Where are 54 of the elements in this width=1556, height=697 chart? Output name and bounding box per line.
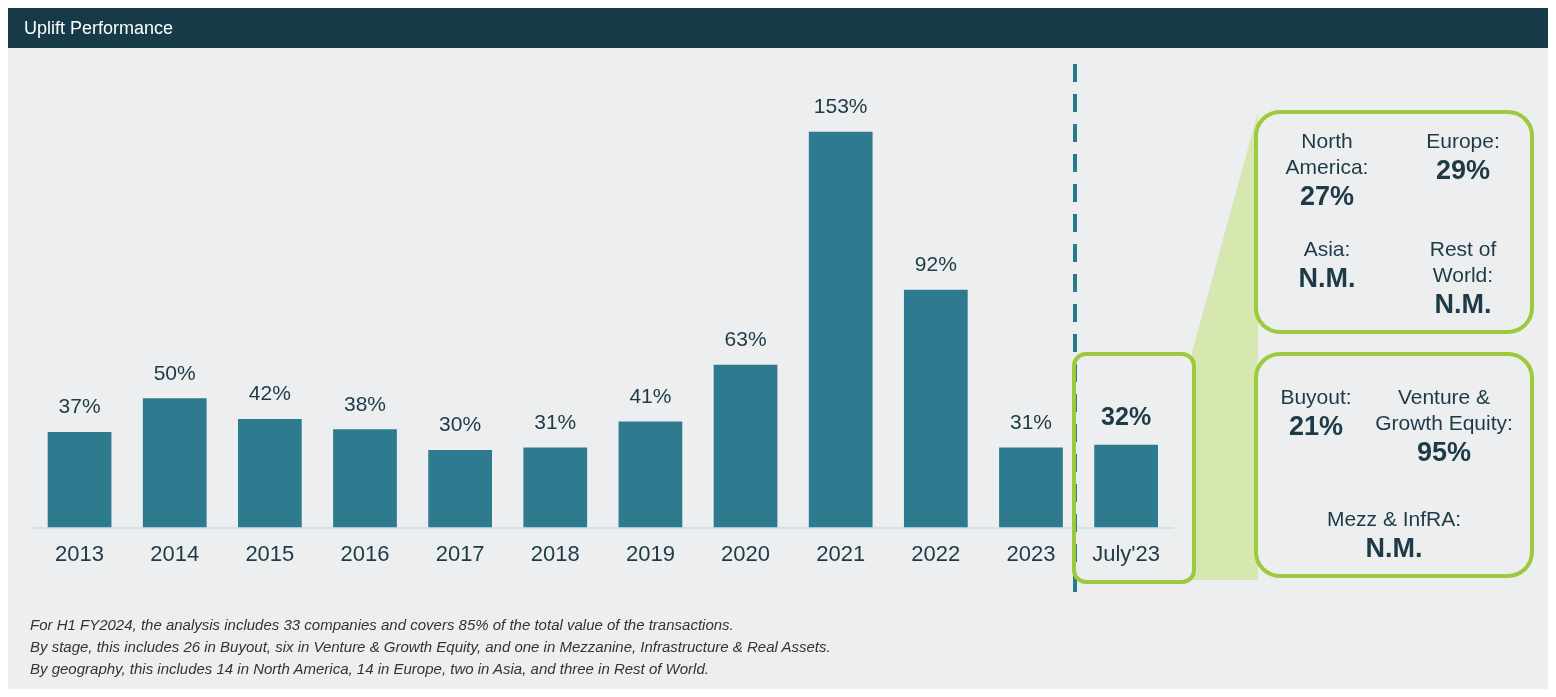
data-label: 32% bbox=[1101, 402, 1152, 431]
x-tick-label: 2018 bbox=[530, 540, 580, 566]
x-tick-label: 2014 bbox=[150, 540, 200, 566]
bar bbox=[1094, 444, 1158, 528]
data-label: 42% bbox=[248, 381, 291, 405]
bar bbox=[903, 289, 968, 528]
text: N.M. bbox=[1297, 262, 1357, 294]
x-tick-label: 2022 bbox=[911, 540, 961, 566]
x-tick-label: 2020 bbox=[721, 540, 771, 566]
bar bbox=[999, 447, 1063, 528]
text: 27% bbox=[1298, 180, 1355, 212]
text: N.M. bbox=[1364, 532, 1424, 564]
x-tick-label: 2015 bbox=[245, 540, 295, 566]
bar bbox=[713, 364, 778, 528]
bar bbox=[618, 421, 683, 528]
data-label: 30% bbox=[439, 412, 482, 436]
text: 29% bbox=[1434, 154, 1491, 186]
x-tick-label: 2019 bbox=[625, 540, 675, 566]
x-tick-label: 2021 bbox=[816, 540, 866, 566]
chart-title: Uplift Performance bbox=[8, 8, 1548, 48]
text: Asia: bbox=[1302, 236, 1352, 262]
bar bbox=[808, 131, 873, 528]
bar bbox=[47, 431, 112, 528]
text: Buyout: bbox=[1279, 384, 1353, 410]
bar bbox=[142, 398, 207, 528]
text: Europe: bbox=[1425, 128, 1501, 154]
text: Mezz & InfRA: bbox=[1325, 506, 1463, 532]
text: 21% bbox=[1287, 410, 1344, 442]
text: Rest of World: bbox=[1428, 236, 1498, 288]
bar bbox=[333, 429, 397, 528]
data-label: 63% bbox=[724, 326, 767, 350]
text: For H1 FY2024, the analysis includes 33 companies and covers 85% of the total value of the transactions. bbox=[30, 616, 734, 633]
data-label: 41% bbox=[629, 383, 672, 407]
bar bbox=[428, 450, 492, 528]
data-label: 38% bbox=[343, 391, 386, 415]
text: By geography, this includes 14 in North America, 14 in Europe, two in Asia, and three in Rest of World. bbox=[30, 660, 709, 677]
data-label: 153% bbox=[813, 94, 868, 118]
data-label: 37% bbox=[58, 394, 101, 418]
text: North America: bbox=[1284, 128, 1370, 180]
x-tick-label: 2023 bbox=[1006, 540, 1056, 566]
bar bbox=[523, 447, 588, 528]
data-label: 50% bbox=[153, 360, 196, 384]
x-tick-label: 2013 bbox=[55, 540, 105, 566]
x-tick-label: July'23 bbox=[1092, 540, 1160, 566]
text: 95% bbox=[1415, 436, 1472, 468]
text: By stage, this includes 26 in Buyout, six in Venture & Growth Equity, and one in Mezzanine, Infrastructure & Real Assets. bbox=[30, 638, 831, 655]
data-label: 92% bbox=[914, 251, 957, 275]
text: Venture & Growth Equity: bbox=[1374, 384, 1514, 436]
x-tick-label: 2017 bbox=[435, 540, 485, 566]
data-label: 31% bbox=[534, 409, 577, 433]
data-label: 31% bbox=[1009, 409, 1052, 433]
text: N.M. bbox=[1433, 288, 1493, 320]
bar bbox=[237, 418, 302, 528]
x-tick-label: 2016 bbox=[340, 540, 390, 566]
